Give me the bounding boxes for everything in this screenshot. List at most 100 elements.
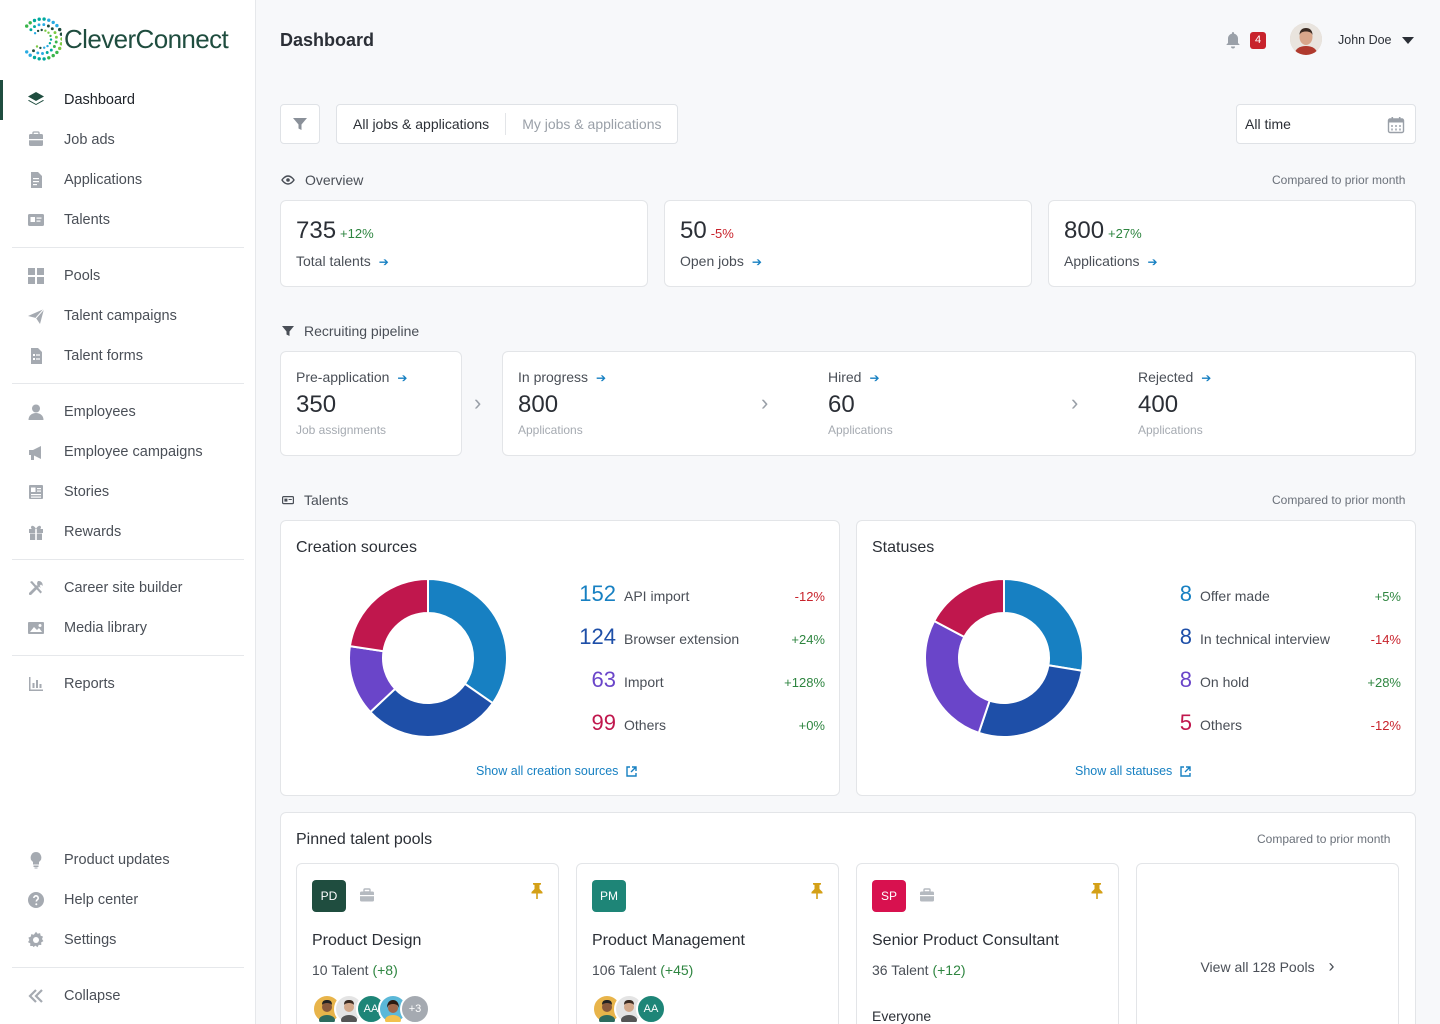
pool-card-product-design[interactable]: PD Product Design 10 Talent (+8) AA +3 <box>296 863 559 1024</box>
sidebar-item-product-updates[interactable]: Product updates <box>0 840 256 880</box>
sidebar-item-talent-campaigns[interactable]: Talent campaigns <box>0 296 256 336</box>
pipeline-stage-label: Pre-application <box>296 369 390 385</box>
pool-card-senior-product-consultant[interactable]: SP Senior Product Consultant 36 Talent (… <box>856 863 1119 1024</box>
donut-slice-on-hold[interactable] <box>924 619 991 735</box>
sidebar-item-applications[interactable]: Applications <box>0 160 256 200</box>
user-avatar[interactable] <box>1290 23 1322 55</box>
pipeline-stage-value: 350 <box>296 391 337 418</box>
sidebar-item-talent-forms[interactable]: Talent forms <box>0 336 256 376</box>
period-select[interactable]: All time <box>1236 104 1416 144</box>
pipeline-card-pre-application: Pre-application ➔ 350 Job assignments <box>280 351 462 456</box>
stat-link[interactable]: Open jobs ➔ <box>680 253 762 269</box>
tools-icon <box>26 578 46 598</box>
sidebar-item-job-ads[interactable]: Job ads <box>0 120 256 160</box>
view-all-pools-link[interactable]: View all 128 Pools › <box>1137 956 1398 977</box>
sidebar-item-help-center[interactable]: Help center <box>0 880 256 920</box>
pipeline-stage-link[interactable]: In progress ➔ <box>518 369 606 385</box>
show-all-statuses-link[interactable]: Show all statuses <box>1075 764 1191 778</box>
sidebar-item-pools[interactable]: Pools <box>0 256 256 296</box>
legend-label: Offer made <box>1200 588 1270 604</box>
pool-initials-badge: PD <box>312 880 346 912</box>
pipeline-stage-value: 60 <box>828 391 855 418</box>
pipeline-stage-sub: Applications <box>518 423 583 437</box>
donut-slice-in-technical-interview[interactable] <box>977 664 1084 738</box>
legend-change: +24% <box>791 632 825 647</box>
chevron-right-icon: › <box>1071 390 1079 415</box>
pool-initials-badge: SP <box>872 880 906 912</box>
sidebar-item-employee-campaigns[interactable]: Employee campaigns <box>0 432 256 472</box>
stat-label: Open jobs <box>680 253 744 269</box>
sidebar-item-dashboard[interactable]: Dashboard <box>0 80 256 120</box>
legend-change: +0% <box>798 718 825 733</box>
pools-compare-note: Compared to prior month <box>1257 832 1391 846</box>
pin-icon[interactable] <box>810 882 824 900</box>
sidebar-item-label: Media library <box>64 620 147 636</box>
sidebar-item-label: Help center <box>64 892 139 908</box>
gear-icon <box>26 930 46 950</box>
legend-row: 124 Browser extension <box>569 624 739 650</box>
megaphone-icon <box>26 442 46 462</box>
sidebar-item-rewards[interactable]: Rewards <box>0 512 256 552</box>
donut-slice-others[interactable] <box>932 578 1005 639</box>
lightbulb-icon <box>26 850 46 870</box>
pin-icon[interactable] <box>1090 882 1104 900</box>
overview-heading: Overview <box>281 172 363 188</box>
sidebar: CleverConnect Dashboard Job ads Applicatio… <box>0 0 256 1024</box>
bar-chart-icon <box>26 674 46 694</box>
sidebar-item-label: Reports <box>64 676 115 692</box>
overview-compare-note: Compared to prior month <box>1272 173 1406 187</box>
tab-my-jobs[interactable]: My jobs & applications <box>522 116 662 132</box>
arrow-right-icon: ➔ <box>1147 255 1158 269</box>
view-all-pools-card[interactable]: View all 128 Pools › <box>1136 863 1399 1024</box>
legend-row: 8 In technical interview <box>1167 624 1330 650</box>
form-icon <box>26 346 46 366</box>
legend-row: 5 Others <box>1167 710 1242 736</box>
bell-icon[interactable] <box>1225 31 1241 49</box>
sidebar-item-stories[interactable]: Stories <box>0 472 256 512</box>
image-icon <box>26 618 46 638</box>
pipeline-stage-link[interactable]: Pre-application ➔ <box>296 369 407 385</box>
donut-slice-others[interactable] <box>348 578 429 653</box>
sidebar-item-label: Applications <box>64 172 143 188</box>
tab-all-jobs[interactable]: All jobs & applications <box>337 113 507 135</box>
sidebar-item-employees[interactable]: Employees <box>0 392 256 432</box>
view-all-label: View all 128 Pools <box>1200 959 1315 975</box>
stat-value: 50 <box>680 217 707 244</box>
legend-label: Import <box>624 674 664 690</box>
cleverconnect-logo-icon <box>25 17 62 61</box>
donut-slice-offer-made[interactable] <box>1003 578 1084 672</box>
user-name[interactable]: John Doe <box>1338 33 1392 47</box>
pipeline-stage-sub: Applications <box>1138 423 1203 437</box>
pipeline-title: Recruiting pipeline <box>304 323 420 339</box>
chart-legend: 152 API import -12% 124 Browser extension +24… <box>281 521 841 797</box>
show-all-creation-sources-link[interactable]: Show all creation sources <box>476 764 638 778</box>
sidebar-item-talents[interactable]: Talents <box>0 200 256 240</box>
legend-value: 152 <box>579 581 616 606</box>
donut-slice-api-import[interactable] <box>427 578 508 705</box>
pipeline-stage-link[interactable]: Hired ➔ <box>828 369 893 385</box>
sidebar-item-career-site-builder[interactable]: Career site builder <box>0 568 256 608</box>
pool-talent-count: 106 Talent (+45) <box>592 962 694 978</box>
legend-value: 99 <box>591 710 616 735</box>
sidebar-item-reports[interactable]: Reports <box>0 664 256 704</box>
caret-down-icon[interactable] <box>1402 37 1414 44</box>
sidebar-item-label: Talents <box>64 212 110 228</box>
legend-row: 152 API import <box>569 581 689 607</box>
pipeline-card-main: In progress ➔ 800 Applications › Hired ➔ 6… <box>502 351 1416 456</box>
pool-card-product-management[interactable]: PM Product Management 106 Talent (+45) A… <box>576 863 839 1024</box>
stat-link[interactable]: Applications ➔ <box>1064 253 1158 269</box>
stat-change: +12% <box>340 226 374 241</box>
stat-link[interactable]: Total talents ➔ <box>296 253 389 269</box>
sidebar-item-settings[interactable]: Settings <box>0 920 256 960</box>
legend-change: +128% <box>784 675 825 690</box>
sidebar-item-collapse[interactable]: Collapse <box>0 976 256 1016</box>
sidebar-item-media-library[interactable]: Media library <box>0 608 256 648</box>
brand-logo[interactable]: CleverConnect <box>20 16 229 62</box>
filter-button[interactable] <box>280 104 320 144</box>
scope-toggle: All jobs & applications My jobs & applic… <box>336 104 679 144</box>
pool-name: Senior Product Consultant <box>872 932 1059 949</box>
chart-legend: 8 Offer made +5% 8 In technical interview -14… <box>857 521 1417 797</box>
pin-icon[interactable] <box>530 882 544 900</box>
sidebar-item-label: Collapse <box>64 988 121 1004</box>
pipeline-stage-link[interactable]: Rejected ➔ <box>1138 369 1211 385</box>
